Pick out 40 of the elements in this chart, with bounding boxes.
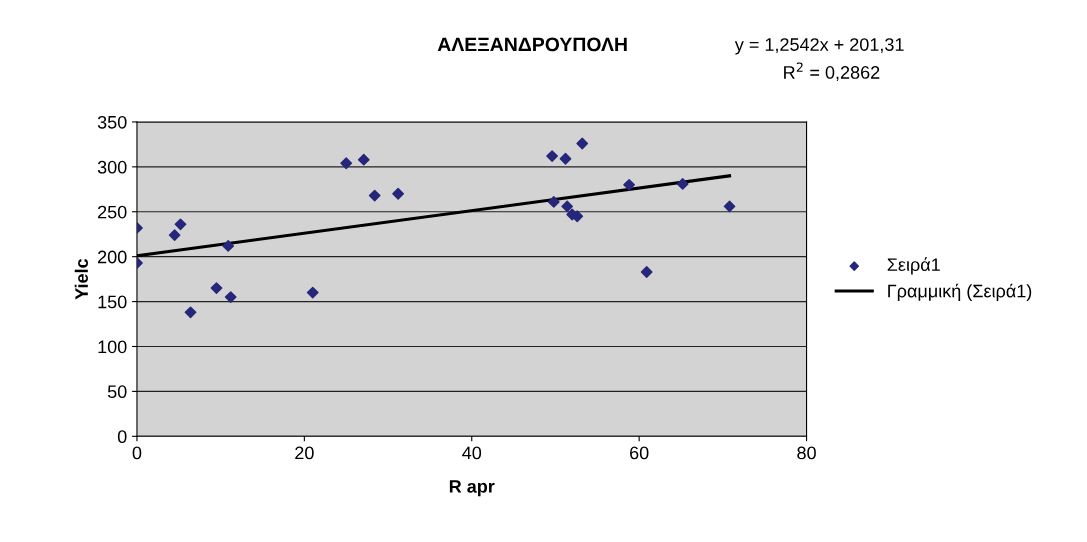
legend-label: Σειρά1 — [887, 257, 940, 275]
point — [368, 189, 381, 202]
point — [576, 137, 589, 150]
point — [546, 150, 559, 162]
point — [174, 218, 187, 231]
x-tick-label: 0 — [132, 446, 142, 460]
y-tick-label: 50 — [107, 385, 127, 399]
point — [640, 266, 653, 278]
x-tick-label: 60 — [630, 446, 649, 460]
point — [623, 178, 636, 191]
point — [723, 200, 736, 213]
text: R$^{2}$ = 0,2862 — [784, 62, 880, 81]
y-tick-label: 200 — [98, 250, 127, 264]
point — [561, 200, 574, 213]
y-tick-label: 250 — [98, 205, 127, 219]
chart-title: ΑΛΕΞΑΝΔΡΟΥΠΟΛΗ — [437, 37, 627, 52]
text: y = 1,2542x + 201,31 — [734, 38, 904, 55]
y-axis-title: Yielc — [74, 258, 88, 300]
point — [547, 195, 560, 208]
point — [210, 282, 223, 295]
point — [676, 178, 689, 190]
point — [392, 187, 404, 200]
x-tick-label: 40 — [462, 446, 482, 460]
y-tick-label: 0 — [117, 430, 127, 444]
point — [559, 152, 572, 165]
point — [222, 240, 235, 252]
y-tick-label: 100 — [98, 340, 127, 354]
x-tick-label: 20 — [295, 446, 314, 460]
point — [306, 286, 319, 299]
y-tick-label: 350 — [97, 115, 127, 129]
x-axis-title: R apr — [449, 480, 495, 497]
x-tick-label: 80 — [797, 446, 816, 460]
y-tick-label: 300 — [97, 160, 127, 174]
point — [224, 291, 237, 303]
legend-label: Γραμμική (Σειρά1) — [888, 283, 1032, 301]
point — [184, 306, 197, 319]
y-tick-label: 150 — [98, 295, 127, 309]
point — [168, 229, 181, 242]
point — [340, 157, 353, 170]
point — [357, 153, 370, 166]
